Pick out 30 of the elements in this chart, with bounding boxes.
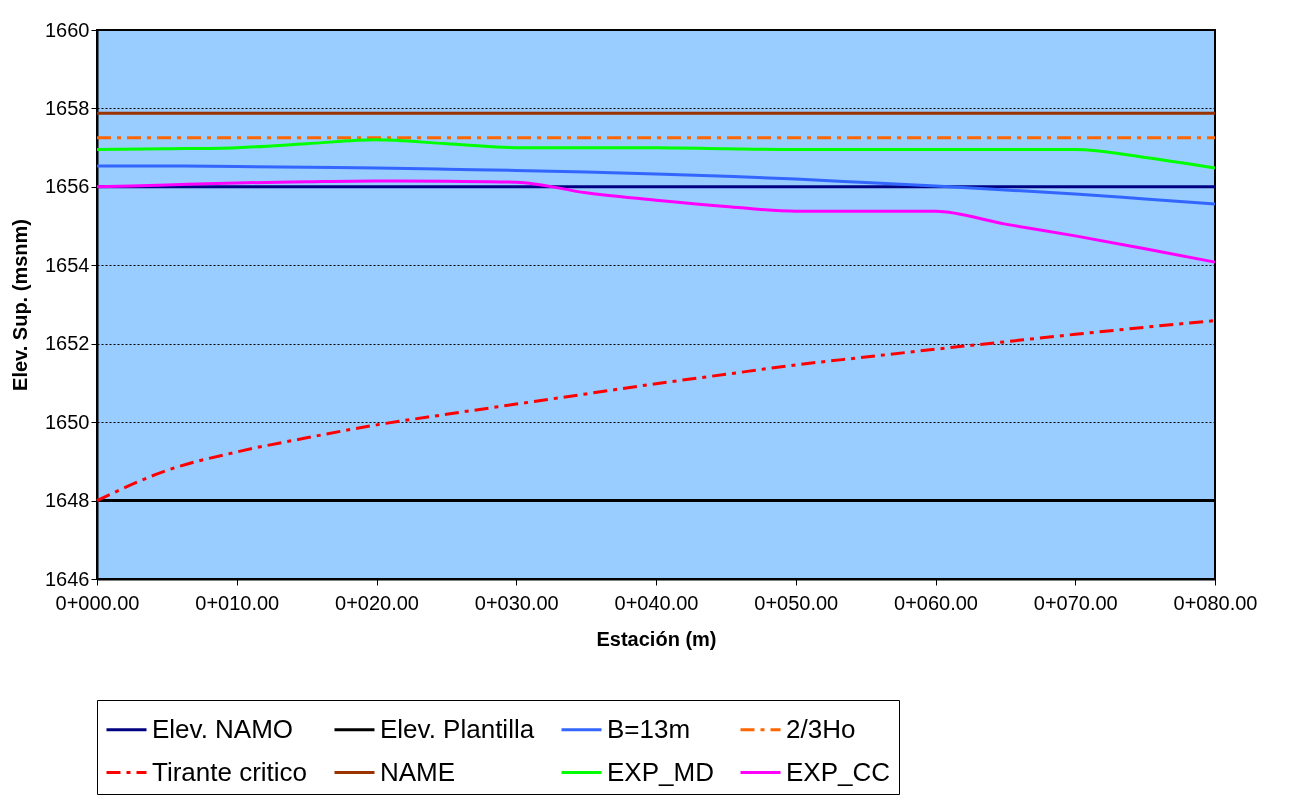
legend-label: Tirante critico xyxy=(152,756,308,787)
x-tick-label: 0+080.00 xyxy=(1173,591,1258,614)
y-tick-label: 1648 xyxy=(45,489,90,512)
legend-label: Elev. Plantilla xyxy=(380,713,535,744)
legend-label: Elev. NAMO xyxy=(152,713,294,744)
y-tick-label: 1650 xyxy=(45,410,90,433)
y-tick-label: 1656 xyxy=(45,175,90,198)
y-tick-label: 1658 xyxy=(45,96,90,119)
x-tick-label: 0+020.00 xyxy=(335,591,419,614)
legend-label: B=13m xyxy=(607,713,691,744)
y-tick-label: 1660 xyxy=(45,18,90,41)
x-tick-label: 0+030.00 xyxy=(474,591,559,614)
x-tick-label: 0+050.00 xyxy=(754,591,839,614)
x-tick-label: 0+060.00 xyxy=(894,591,978,614)
line-series xyxy=(95,164,1217,206)
legend-label: EXP_MD xyxy=(607,756,714,787)
line-series xyxy=(95,179,1217,264)
x-tick-label: 0+040.00 xyxy=(614,591,699,614)
legend-label: NAME xyxy=(380,756,456,787)
legend-label: 2/3Ho xyxy=(786,713,856,744)
x-tick-label: 0+010.00 xyxy=(195,591,280,614)
x-tick-label: 0+070.00 xyxy=(1033,591,1118,614)
y-tick-label: 1652 xyxy=(45,332,90,355)
y-tick-label: 1646 xyxy=(45,567,90,590)
legend-label: EXP_CC xyxy=(786,756,891,787)
y-axis-title: Elev. Sup. (msnm) xyxy=(9,219,32,391)
line-series xyxy=(95,138,1217,170)
x-tick-label: 0+000.00 xyxy=(55,591,140,614)
y-tick-label: 1654 xyxy=(45,253,90,276)
x-axis-title: Estación (m) xyxy=(596,627,717,650)
